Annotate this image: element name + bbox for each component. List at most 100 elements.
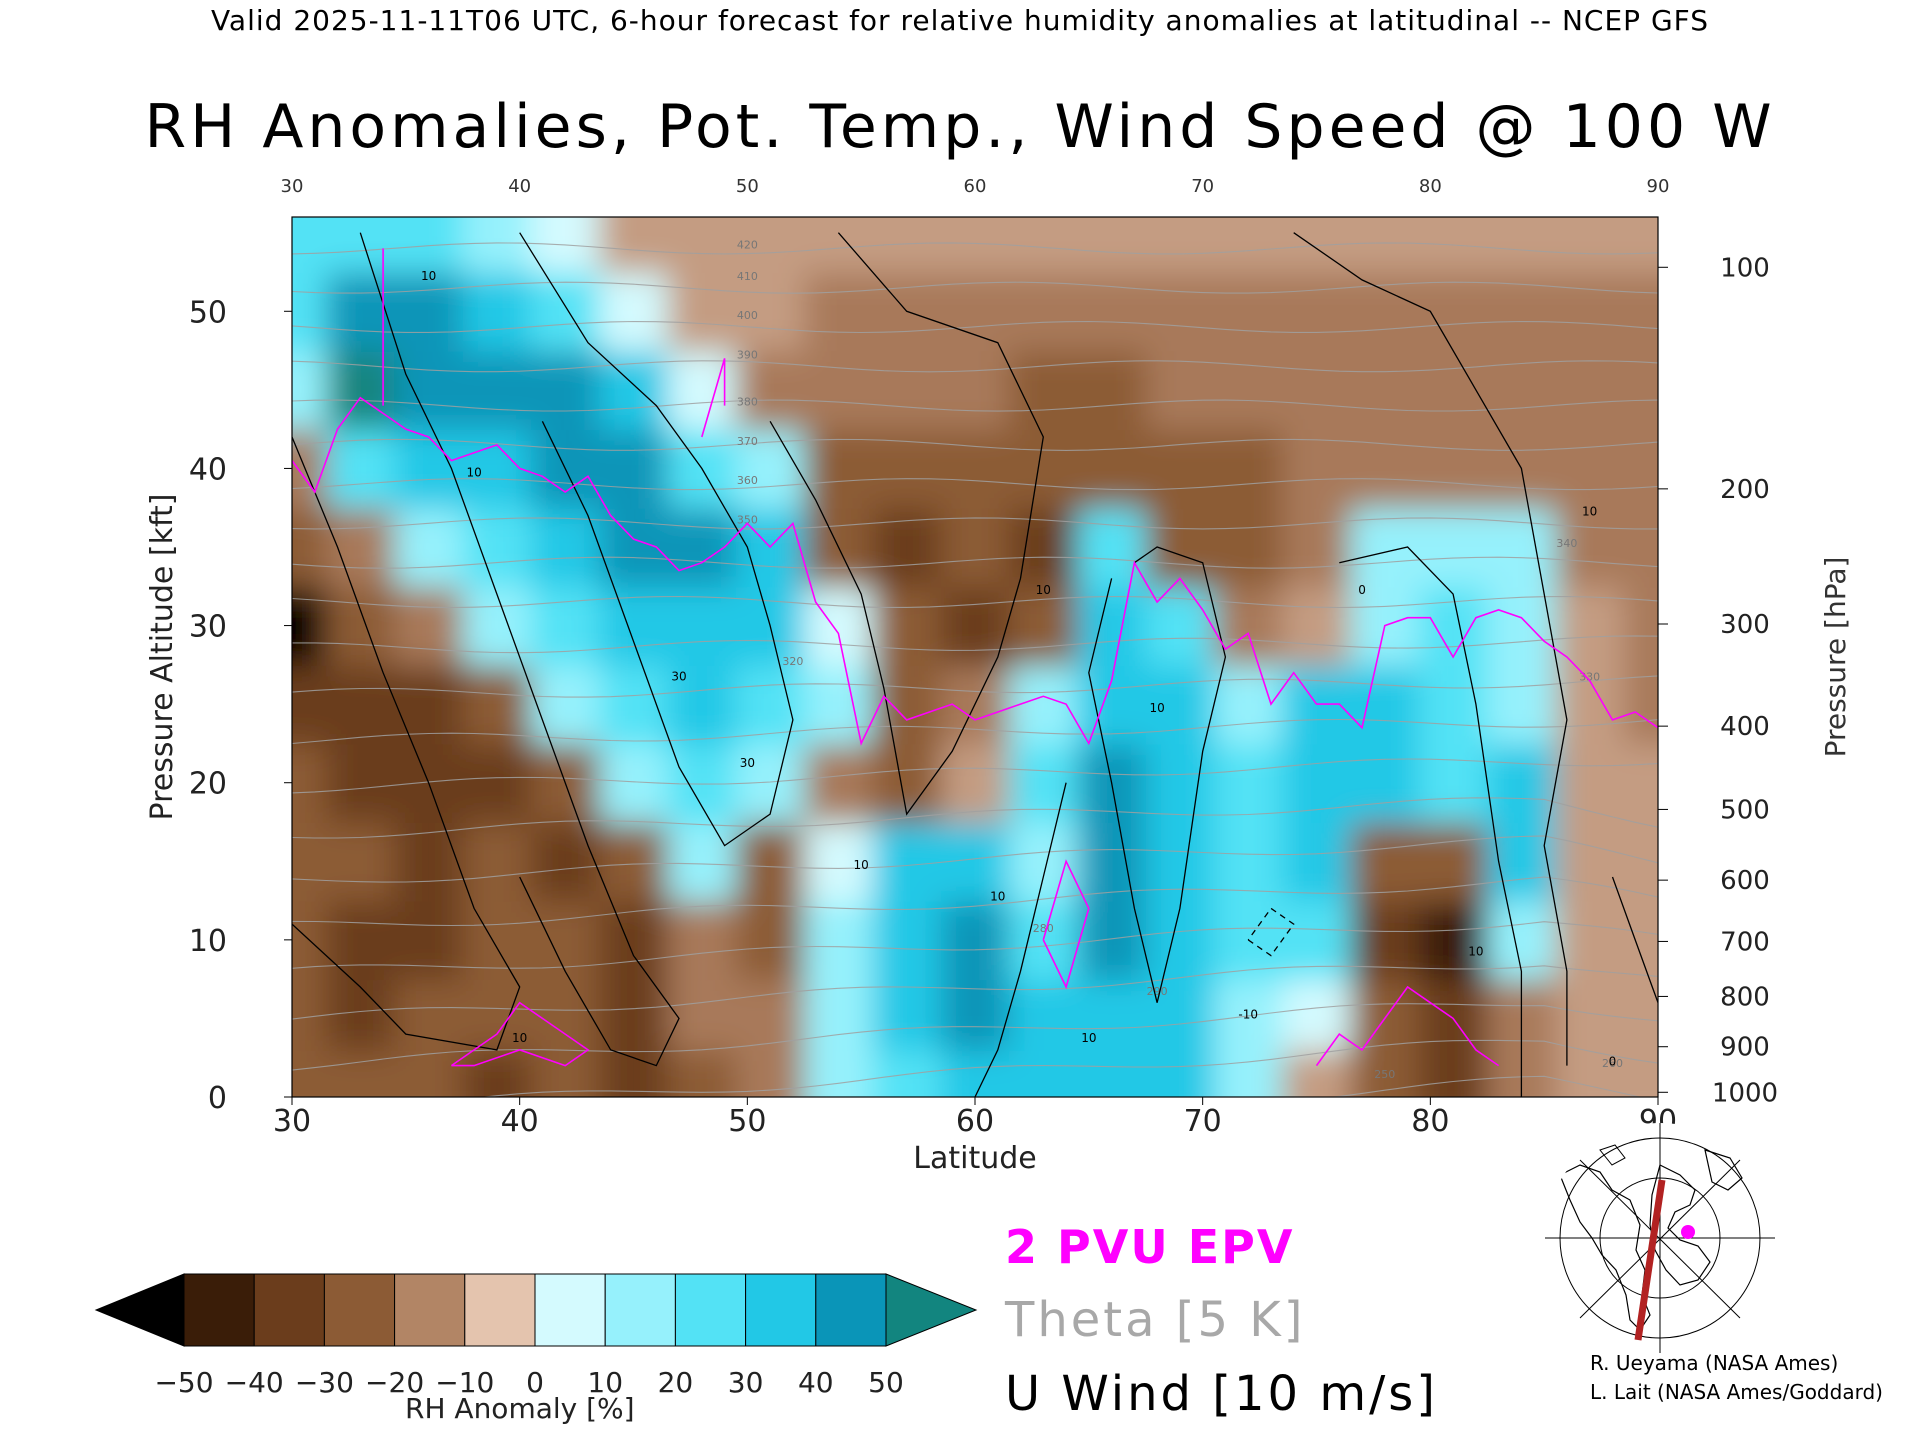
- rh-cell: [292, 350, 328, 431]
- y-tick-label: 10: [189, 924, 227, 959]
- rh-cell: [1350, 664, 1420, 745]
- colorbar-tick-label: −50: [154, 1366, 213, 1399]
- rh-cell: [1350, 217, 1420, 273]
- colorbar-tick-label: −30: [295, 1366, 354, 1399]
- rh-cell: [1418, 979, 1489, 1051]
- rh-cell: [667, 272, 737, 352]
- rh-cell: [394, 822, 464, 902]
- theta-contour-label: 280: [1033, 922, 1054, 935]
- rh-cell: [292, 429, 328, 509]
- rh-cell: [531, 664, 601, 745]
- theta-contour: [292, 320, 1658, 334]
- rh-cell: [292, 822, 328, 902]
- theta-contour-label: 400: [737, 309, 758, 322]
- colorbar-segment: [464, 1273, 536, 1347]
- x-axis-label: Latitude: [913, 1141, 1036, 1176]
- colorbar-segment: [323, 1273, 396, 1347]
- theta-contour: [292, 797, 1658, 839]
- rh-cell: [1623, 900, 1658, 981]
- rh-cell: [1282, 900, 1352, 981]
- rh-cell: [292, 507, 328, 588]
- rh-cell: [462, 586, 533, 666]
- rh-cell: [735, 900, 806, 981]
- rh-cell: [1418, 743, 1489, 823]
- theta-contour-label: 410: [737, 270, 758, 283]
- theta-contour-label: 250: [1374, 1068, 1395, 1081]
- rh-cell: [667, 979, 737, 1051]
- rh-cell: [940, 429, 1011, 509]
- rh-cell: [292, 217, 328, 273]
- wind-contour-label: 30: [671, 670, 686, 684]
- rh-cell: [1623, 743, 1658, 823]
- x-top-tick-label: 90: [1647, 176, 1670, 197]
- rh-cell: [667, 822, 737, 902]
- rh-cell: [326, 743, 396, 823]
- rh-cell: [940, 350, 1011, 431]
- rh-cell: [292, 743, 328, 823]
- rh-cell: [1214, 350, 1284, 431]
- rh-cell: [394, 900, 464, 981]
- rh-cell: [735, 822, 806, 902]
- rh-cell: [394, 586, 464, 666]
- rh-cell: [872, 586, 942, 666]
- rh-cell: [462, 979, 533, 1051]
- rh-cell: [1282, 979, 1352, 1051]
- epv-2pvu-fragment: [1042, 859, 1090, 990]
- rh-cell: [1145, 979, 1216, 1051]
- rh-cell: [1214, 507, 1284, 588]
- rh-cell: [1282, 507, 1352, 588]
- rh-anomaly-field: [292, 217, 1658, 1097]
- rh-cell: [1487, 272, 1557, 352]
- rh-cell: [1350, 350, 1420, 431]
- wind-contour-label: -10: [1238, 1007, 1258, 1021]
- wind-contour: [1247, 907, 1295, 957]
- rh-cell: [1418, 900, 1489, 981]
- rh-cell: [531, 979, 601, 1051]
- rh-cell: [872, 429, 942, 509]
- rh-cell: [1214, 664, 1284, 745]
- rh-cell: [1282, 743, 1352, 823]
- colorbar-segment: [604, 1273, 676, 1347]
- rh-cell: [1282, 1049, 1352, 1097]
- rh-cell: [735, 272, 806, 352]
- epv-2pvu-fragment: [701, 358, 726, 438]
- colorbar-title: RH Anomaly [%]: [405, 1392, 635, 1425]
- theta-contour-label: 360: [737, 474, 758, 487]
- rh-cell: [326, 586, 396, 666]
- rh-cell: [599, 586, 669, 666]
- rh-cell: [1623, 822, 1658, 902]
- rh-cell: [1214, 586, 1284, 666]
- theta-contour: [479, 1039, 1658, 1097]
- rh-cell: [735, 979, 806, 1051]
- x-axis-bottom: 30 40 50 60 70 80 90: [273, 1097, 1677, 1139]
- rh-cell: [667, 217, 737, 273]
- pressure-tick-label: 700: [1720, 927, 1770, 957]
- theta-contour: [292, 242, 1658, 255]
- wind-contour-label: 10: [1149, 701, 1164, 715]
- theta-contour: [292, 965, 1658, 1020]
- wind-contour: [769, 232, 1044, 816]
- rh-cell: [1145, 822, 1216, 902]
- wind-contour: [1088, 546, 1227, 1003]
- rh-cell: [940, 979, 1011, 1051]
- wind-contour-label: 10: [421, 269, 436, 283]
- rh-cell: [940, 507, 1011, 588]
- rh-cell: [1077, 586, 1147, 666]
- rh-cell: [1555, 272, 1625, 352]
- rh-cell: [1555, 900, 1625, 981]
- rh-cell: [462, 217, 533, 273]
- wind-contour-label: 0: [1609, 1055, 1617, 1069]
- rh-cell: [599, 822, 669, 902]
- rh-cell: [1350, 979, 1420, 1051]
- theta-contours: 250 260 280 290 320 330 340 350 360 370 380 390 400 4…: [292, 238, 1658, 1097]
- credit-line-2: L. Lait (NASA Ames/Goddard): [1590, 1380, 1883, 1404]
- wind-contour-label: 10: [1036, 583, 1051, 597]
- rh-cell: [394, 979, 464, 1051]
- theta-contour-label: 390: [737, 348, 758, 361]
- rh-cell: [667, 586, 737, 666]
- theta-contour-label: 260: [1602, 1057, 1623, 1070]
- x-axis-top: 30 40 50 60 70 80 90: [281, 176, 1670, 197]
- rh-cell: [667, 664, 737, 745]
- rh-cell: [735, 664, 806, 745]
- epv-2pvu-fragment: [450, 1001, 590, 1067]
